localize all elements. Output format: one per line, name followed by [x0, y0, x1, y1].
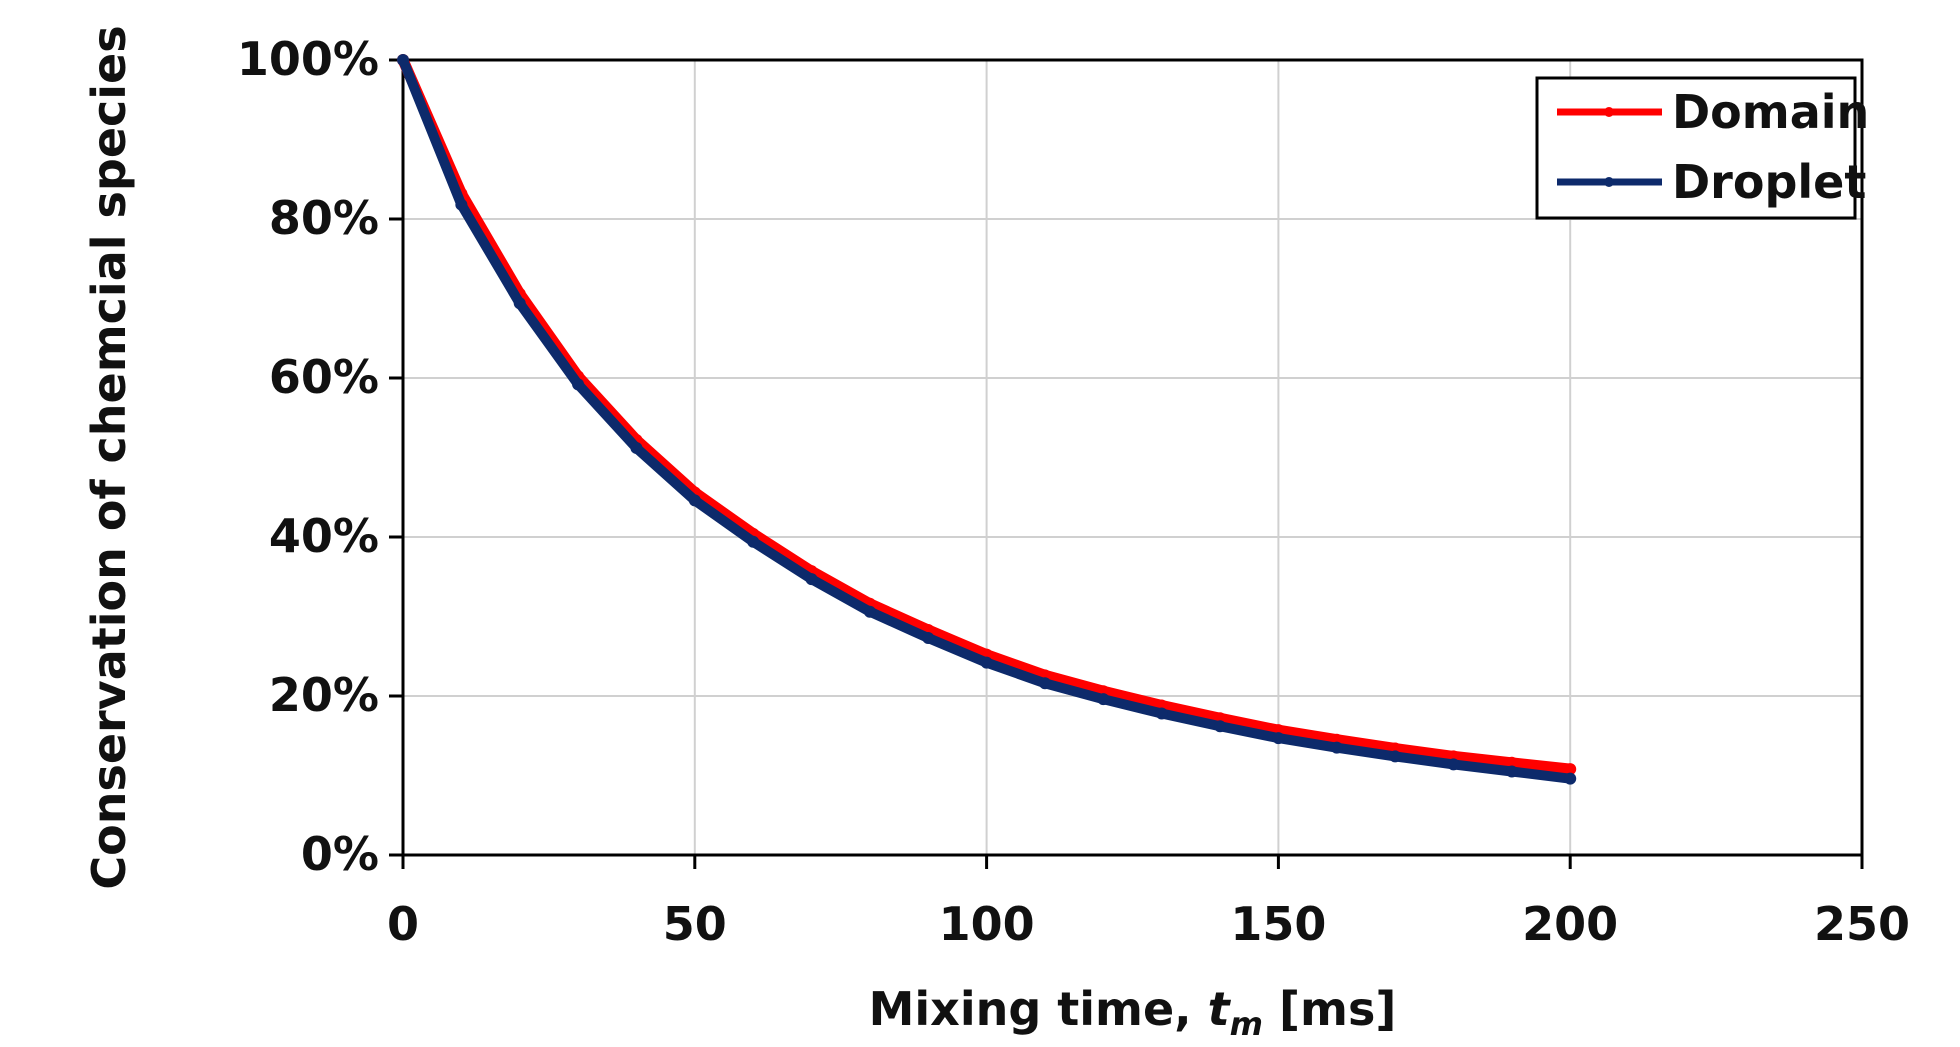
data-point	[1214, 720, 1227, 733]
data-point	[805, 573, 818, 586]
data-point	[1447, 758, 1460, 771]
data-point	[1155, 707, 1168, 720]
x-tick-label: 150	[1230, 897, 1326, 951]
data-point	[1505, 765, 1518, 778]
y-tick-label: 60%	[269, 350, 379, 404]
data-point	[1564, 772, 1577, 785]
data-point	[747, 535, 760, 548]
data-point	[1330, 741, 1343, 754]
data-point	[1564, 763, 1577, 776]
x-axis-title: Mixing time, tm [ms]	[869, 982, 1397, 1043]
legend-box	[1535, 76, 1857, 220]
data-point	[980, 656, 993, 669]
y-tick-label: 20%	[269, 668, 379, 722]
y-tick-label: 0%	[301, 827, 379, 881]
x-tick-label: 0	[387, 897, 419, 951]
x-tick-label: 100	[939, 897, 1035, 951]
plot-area-frame	[401, 58, 1864, 857]
data-point	[1038, 677, 1051, 690]
legend-item: Droplet	[1557, 155, 1866, 209]
data-point	[1272, 732, 1285, 745]
x-axis-title-main: Mixing time,	[869, 982, 1208, 1036]
data-point	[688, 494, 701, 507]
axis-ticks: 0% 20% 40% 60% 80% 100% 0 50 100 150 200 250	[237, 32, 1910, 951]
x-axis-title-subscript: m	[1230, 1005, 1263, 1043]
series-lines	[397, 54, 1577, 785]
legend-label: Droplet	[1672, 155, 1866, 209]
x-tick-label: 250	[1814, 897, 1910, 951]
y-tick-label: 100%	[237, 32, 379, 86]
data-point	[863, 605, 876, 618]
data-point	[513, 297, 526, 310]
y-tick-label: 80%	[269, 191, 379, 245]
data-point	[572, 378, 585, 391]
x-tick-label: 200	[1522, 897, 1618, 951]
data-point	[922, 631, 935, 644]
data-point	[397, 54, 409, 66]
data-point	[1097, 693, 1110, 706]
grid-lines	[403, 60, 1862, 855]
y-axis-title: Conservation of chemcial species	[82, 25, 136, 889]
data-point	[1505, 756, 1518, 769]
legend-label: Domain	[1672, 85, 1869, 139]
x-axis-title-symbol: t	[1208, 982, 1232, 1036]
data-point	[455, 198, 468, 211]
x-tick-label: 50	[663, 897, 727, 951]
data-point	[630, 441, 643, 454]
y-tick-label: 40%	[269, 509, 379, 563]
data-point	[1389, 750, 1402, 763]
legend: Domain Droplet	[1535, 76, 1869, 220]
legend-marker	[1604, 107, 1614, 117]
series-droplet	[397, 54, 1577, 785]
legend-item: Domain	[1557, 85, 1869, 139]
x-axis-title-units: [ms]	[1263, 982, 1396, 1036]
legend-marker	[1604, 177, 1614, 187]
